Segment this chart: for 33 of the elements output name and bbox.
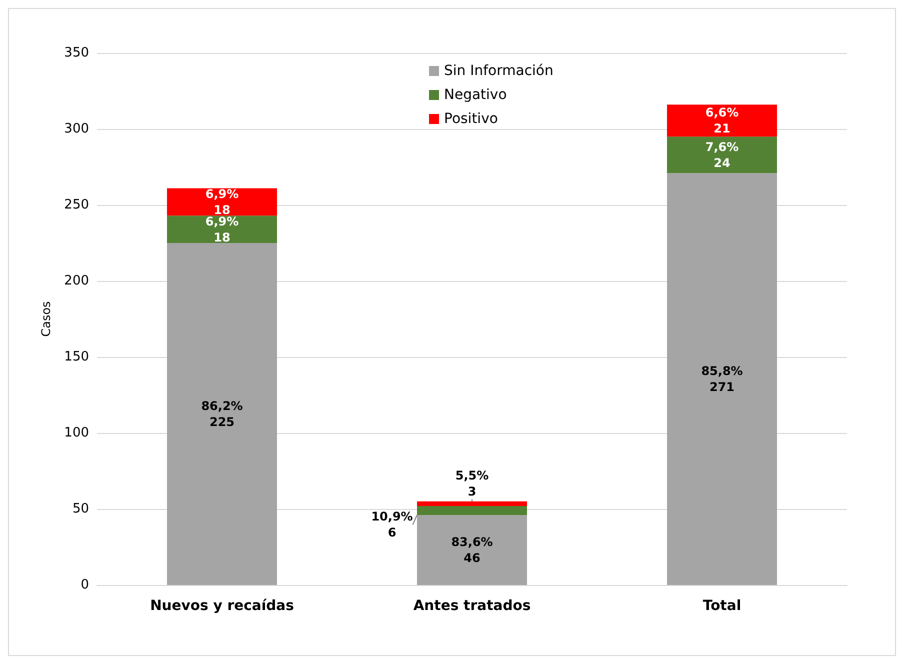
- data-label: 6,9% 18: [205, 214, 239, 244]
- x-tick-label: Nuevos y recaídas: [150, 598, 294, 614]
- bar: [667, 173, 777, 585]
- bar: [417, 515, 527, 585]
- x-tick-label: Total: [702, 598, 742, 614]
- data-label: 5,5% 3: [455, 468, 489, 498]
- bar: [667, 136, 777, 174]
- y-tick-label: 200: [64, 274, 89, 288]
- data-label: 6,6% 21: [705, 106, 739, 136]
- bar: [417, 506, 527, 516]
- y-tick-label: 300: [64, 122, 89, 136]
- y-tick-label: 100: [64, 426, 89, 440]
- data-label: 85,8% 271: [701, 364, 743, 394]
- bar: [167, 188, 277, 216]
- y-axis-title: Casos: [39, 301, 53, 337]
- legend-label: Sin Información: [444, 63, 554, 79]
- data-label: 7,6% 24: [705, 140, 739, 170]
- y-tick-label: 350: [64, 46, 89, 60]
- y-tick-label: 0: [80, 578, 89, 592]
- data-label: 86,2% 225: [201, 399, 243, 429]
- legend-label: Positivo: [444, 111, 498, 127]
- y-tick-label: 50: [72, 502, 89, 516]
- data-label: 83,6% 46: [451, 535, 493, 566]
- legend-label: Negativo: [444, 87, 507, 103]
- bar: [417, 501, 527, 506]
- x-tick-label: Antes tratados: [413, 598, 531, 614]
- data-label: 6,9% 18: [205, 186, 239, 217]
- bar: [667, 104, 777, 137]
- y-tick-label: 150: [64, 350, 89, 364]
- bar: [167, 243, 277, 585]
- y-tick-label: 250: [64, 198, 89, 212]
- bar: [167, 216, 277, 243]
- data-label: 10,9% 6: [371, 510, 413, 540]
